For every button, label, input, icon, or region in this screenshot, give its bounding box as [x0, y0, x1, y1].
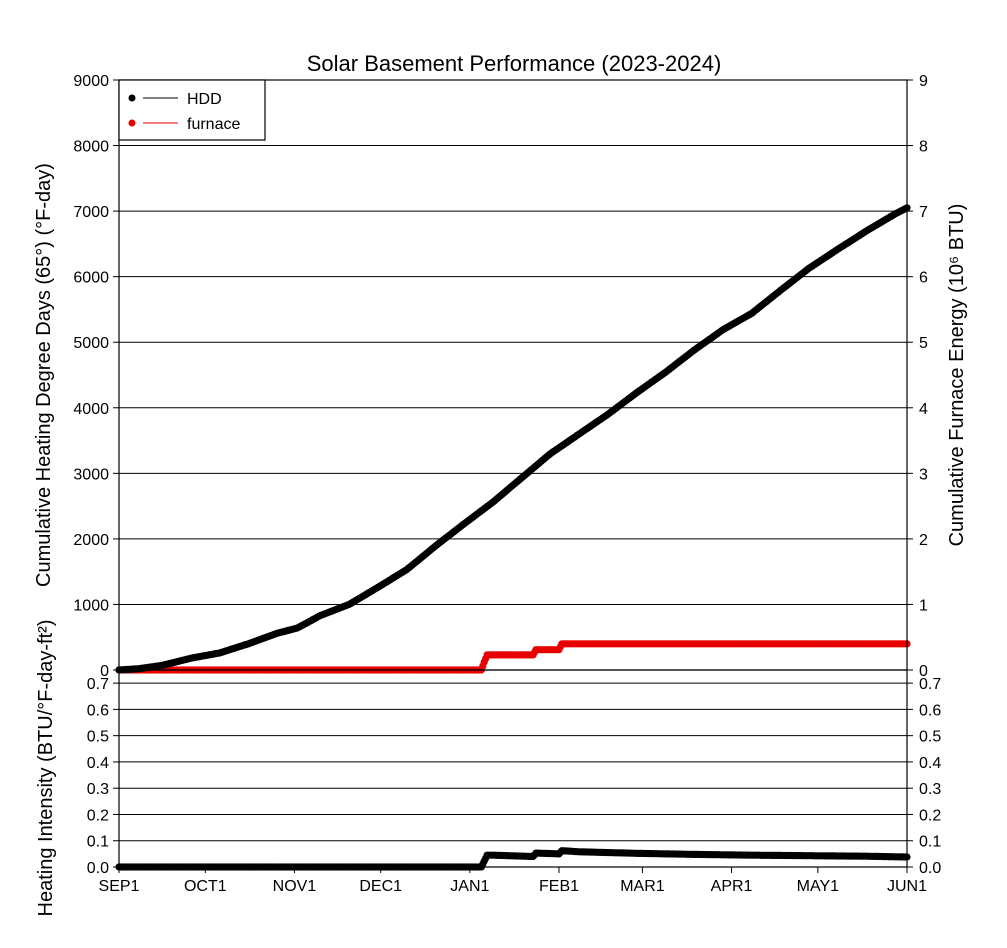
right-tick-label: 8: [919, 139, 928, 156]
bottom-right-tick-label: 0.1: [919, 834, 941, 851]
left-tick-label: 0: [100, 663, 109, 680]
right-tick-label: 7: [919, 204, 928, 221]
x-tick-label: SEP1: [99, 878, 140, 895]
legend-hdd-label: HDD: [187, 91, 222, 108]
x-tick-label: JAN1: [450, 878, 489, 895]
right-tick-label: 1: [919, 597, 928, 614]
left-tick-label: 3000: [73, 466, 109, 483]
bottom-right-tick-label: 0.6: [919, 702, 941, 719]
left-tick-label: 8000: [73, 139, 109, 156]
left-tick-label: 9000: [73, 73, 109, 90]
right-tick-label: 9: [919, 73, 928, 90]
top-gridlines: [119, 145, 907, 605]
legend-furnace-label: furnace: [187, 116, 240, 133]
left-tick-label: 4000: [73, 401, 109, 418]
bottom-right-tick-label: 0.3: [919, 781, 941, 798]
tick-labels: 0 1000 2000 3000 4000 5000 6000 7000 8000 9000 0 1 2…: [73, 73, 941, 895]
top-plot-frame: [118, 79, 908, 671]
right-tick-label: 0: [919, 663, 928, 680]
bottom-left-tick-label: 0.4: [87, 755, 109, 772]
bottom-right-tick-label: 0.7: [919, 676, 941, 693]
bottom-gridlines: [119, 682, 907, 842]
data-series: [115, 204, 911, 871]
left-tick-label: 1000: [73, 597, 109, 614]
legend-box: [118, 79, 266, 141]
x-tick-label: APR1: [711, 878, 753, 895]
x-tick-label: NOV1: [273, 878, 317, 895]
bottom-plot-frame: [118, 669, 908, 868]
legend-furnace-marker: [128, 119, 136, 127]
bottom-left-tick-label: 0.6: [87, 702, 109, 719]
x-tick-label: JUN1: [887, 878, 927, 895]
right-tick-label: 2: [919, 532, 928, 549]
x-tick-label: DEC1: [359, 878, 402, 895]
x-tick-label: MAR1: [620, 878, 665, 895]
x-tick-label: OCT1: [184, 878, 227, 895]
bottom-left-tick-label: 0.7: [87, 676, 109, 693]
bottom-left-axis-label: Heating Intensity (BTU/°F-day-ft²): [35, 620, 57, 917]
left-tick-label: 5000: [73, 335, 109, 352]
bottom-left-tick-label: 0.5: [87, 729, 109, 746]
right-tick-label: 3: [919, 466, 928, 483]
bottom-left-tick-label: 0.2: [87, 807, 109, 824]
legend-hdd-marker: [128, 94, 136, 102]
left-tick-label: 6000: [73, 270, 109, 287]
bottom-left-tick-label: 0.1: [87, 834, 109, 851]
right-axis-label: Cumulative Furnace Energy (10⁶ BTU): [946, 204, 968, 547]
left-axis-label: Cumulative Heating Degree Days (65°) (°F…: [33, 163, 55, 587]
left-tick-label: 7000: [73, 204, 109, 221]
legend: HDD furnace: [118, 79, 266, 141]
left-tick-label: 2000: [73, 532, 109, 549]
bottom-left-tick-label: 0.3: [87, 781, 109, 798]
bottom-left-tick-label: 0.0: [87, 860, 109, 877]
bottom-right-tick-label: 0.5: [919, 729, 941, 746]
bottom-right-tick-label: 0.2: [919, 807, 941, 824]
x-tick-label: MAY1: [797, 878, 839, 895]
x-tick-label: FEB1: [539, 878, 579, 895]
bottom-right-tick-label: 0.4: [919, 755, 941, 772]
chart-title: Solar Basement Performance (2023-2024): [307, 51, 722, 76]
right-tick-label: 5: [919, 335, 928, 352]
right-tick-label: 4: [919, 401, 928, 418]
bottom-right-tick-label: 0.0: [919, 860, 941, 877]
right-tick-label: 6: [919, 270, 928, 287]
hdd-series: [115, 204, 911, 674]
